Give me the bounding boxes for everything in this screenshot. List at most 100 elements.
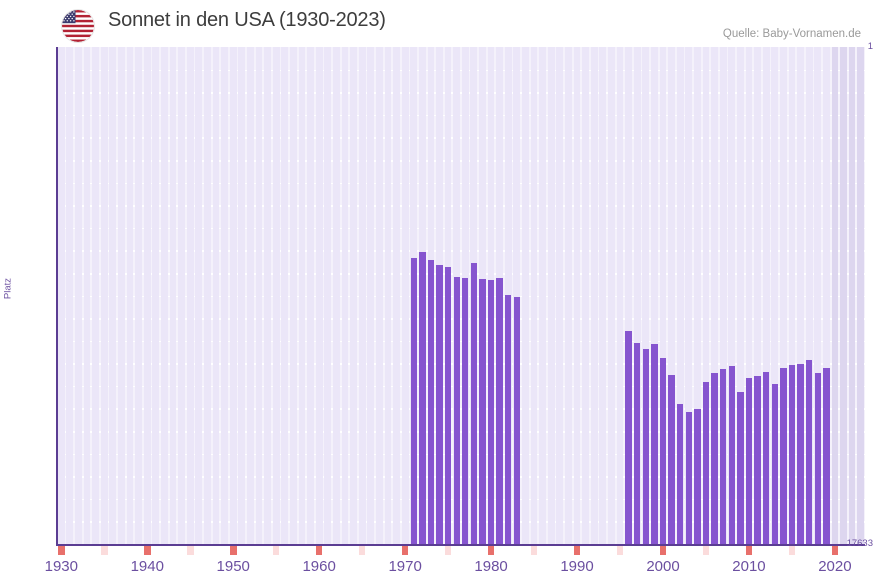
grid-column-band	[599, 47, 607, 544]
grid-column-band	[840, 47, 847, 544]
bar-1977[interactable]	[462, 277, 469, 544]
grid-row-line	[57, 159, 865, 162]
chart-header: Sonnet in den USA (1930-2023) Quelle: Ba…	[0, 0, 873, 45]
grid-column-band	[332, 47, 340, 544]
x-tick-mark-1980	[487, 546, 495, 555]
x-tick-mark-1975	[444, 546, 452, 555]
x-tick-mark-1995	[616, 546, 624, 555]
x-tick-mark-1960	[315, 546, 323, 555]
grid-column-band	[711, 47, 718, 544]
bar-1997[interactable]	[634, 343, 641, 544]
grid-row-line	[57, 227, 865, 230]
bar-2019[interactable]	[823, 367, 830, 544]
grid-column-band	[831, 47, 839, 544]
x-tick-mark-1985	[530, 546, 538, 555]
grid-column-band	[66, 47, 74, 544]
grid-column-band	[702, 47, 710, 544]
bar-2003[interactable]	[685, 412, 692, 544]
bar-2013[interactable]	[771, 383, 778, 544]
grid-column-band	[126, 47, 134, 544]
chart-plot-area	[57, 47, 865, 544]
grid-row-line	[57, 318, 865, 320]
x-tick-mark-1955	[272, 546, 280, 555]
bar-1973[interactable]	[427, 259, 435, 544]
grid-column-band	[582, 47, 590, 544]
bar-1998[interactable]	[642, 348, 649, 544]
grid-column-band	[57, 47, 65, 544]
grid-column-band	[143, 47, 151, 544]
grid-column-band	[608, 47, 615, 544]
grid-column-band	[384, 47, 392, 544]
bar-1971[interactable]	[410, 257, 417, 544]
x-tick-label-2010: 2010	[732, 558, 766, 575]
bar-2016[interactable]	[797, 364, 804, 544]
x-tick-label-1930: 1930	[44, 558, 78, 575]
grid-column-band	[289, 47, 297, 544]
x-tick-label-2020: 2020	[818, 558, 852, 575]
bar-1980[interactable]	[487, 279, 495, 544]
bar-1974[interactable]	[436, 265, 443, 544]
grid-column-band	[401, 47, 409, 544]
grid-row-line	[57, 114, 865, 117]
bar-2008[interactable]	[728, 366, 735, 544]
grid-row-line	[57, 92, 865, 94]
bar-2005[interactable]	[702, 382, 710, 544]
grid-column-band	[547, 47, 555, 544]
grid-column-band	[264, 47, 271, 544]
bar-2010[interactable]	[745, 377, 753, 544]
bar-1978[interactable]	[470, 263, 478, 544]
x-tick-mark-1965	[358, 546, 366, 555]
us-flag-icon	[62, 10, 94, 42]
bar-1983[interactable]	[513, 296, 521, 544]
grid-column-band	[350, 47, 357, 544]
grid-column-band	[375, 47, 383, 544]
bar-1999[interactable]	[651, 343, 658, 544]
grid-column-band	[393, 47, 400, 544]
grid-row-line	[57, 205, 865, 207]
bar-1972[interactable]	[419, 252, 426, 544]
grid-row-line	[57, 498, 865, 501]
grid-column-band	[573, 47, 581, 544]
y-tick-label-top: 1	[867, 41, 873, 52]
bar-2001[interactable]	[668, 374, 675, 544]
grid-column-band	[178, 47, 186, 544]
bar-1976[interactable]	[453, 276, 460, 544]
grid-column-band	[771, 47, 779, 544]
grid-column-band	[788, 47, 796, 544]
bar-2011[interactable]	[754, 376, 761, 544]
x-tick-mark-2010	[745, 546, 753, 555]
bar-1981[interactable]	[496, 277, 503, 544]
x-tick-mark-2005	[702, 546, 710, 555]
grid-column-band	[195, 47, 203, 544]
bar-2004[interactable]	[694, 409, 701, 544]
bar-1982[interactable]	[505, 294, 512, 544]
bar-1979[interactable]	[479, 279, 486, 544]
grid-column-band	[822, 47, 830, 544]
grid-row-line	[57, 340, 865, 343]
bar-2015[interactable]	[788, 364, 796, 544]
x-tick-mark-1970	[401, 546, 409, 555]
grid-column-band	[186, 47, 194, 544]
bar-2006[interactable]	[711, 373, 718, 544]
bar-2009[interactable]	[737, 392, 744, 544]
grid-column-band	[616, 47, 624, 544]
bar-2012[interactable]	[762, 372, 770, 544]
grid-row-line	[57, 69, 865, 72]
grid-row-line	[57, 385, 865, 388]
bar-2014[interactable]	[780, 367, 787, 544]
x-tick-mark-1935	[100, 546, 108, 555]
x-tick-label-1960: 1960	[302, 558, 336, 575]
grid-row-line	[57, 363, 865, 365]
grid-row-line	[57, 182, 865, 185]
bar-2002[interactable]	[676, 403, 684, 544]
grid-column-band	[324, 47, 332, 544]
bar-1996[interactable]	[625, 330, 632, 544]
bar-2000[interactable]	[659, 358, 667, 544]
bar-2018[interactable]	[814, 373, 821, 544]
x-tick-mark-1930	[58, 546, 65, 555]
chart-source-label: Quelle: Baby-Vornamen.de	[722, 28, 861, 40]
bar-1975[interactable]	[444, 267, 452, 544]
grid-column-band	[848, 47, 856, 544]
bar-2017[interactable]	[805, 359, 813, 544]
bar-2007[interactable]	[719, 369, 727, 544]
